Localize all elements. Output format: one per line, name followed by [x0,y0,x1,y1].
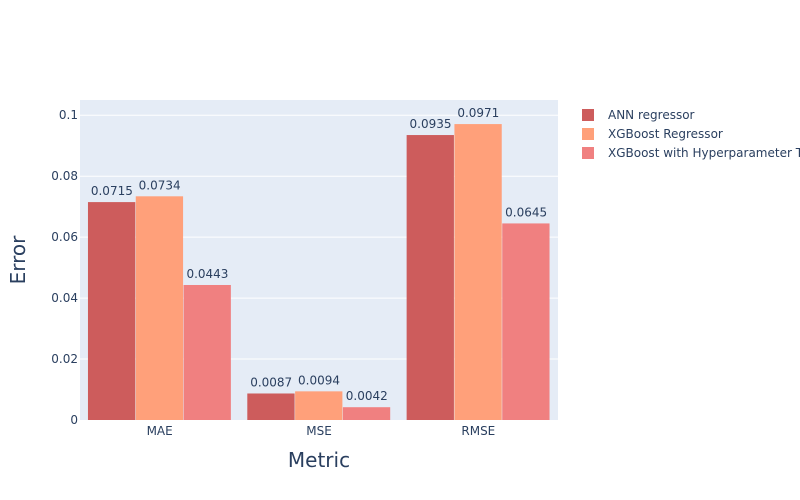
data-label: 0.0087 [250,375,292,389]
legend-label[interactable]: XGBoost Regressor [608,127,723,141]
y-axis-ticks: 0 0.02 0.04 0.06 0.08 0.1 [51,108,78,427]
bar[interactable] [183,284,231,420]
bars [87,124,550,421]
bar[interactable] [87,202,136,420]
data-label: 0.0734 [139,178,181,192]
y-tick-label: 0.06 [51,230,78,244]
data-label: 0.0042 [346,389,388,403]
bar[interactable] [454,124,502,421]
legend[interactable]: ANN regressor XGBoost Regressor XGBoost wi… [582,108,800,160]
y-tick-label: 0.02 [51,352,78,366]
legend-label[interactable]: ANN regressor [608,108,695,122]
x-tick-label: RMSE [461,424,495,438]
x-axis-title: Metric [288,448,350,472]
data-label: 0.0935 [410,117,452,131]
y-tick-label: 0.1 [59,108,78,122]
x-tick-label: MSE [306,424,332,438]
x-tick-label: MAE [147,424,173,438]
data-label: 0.0971 [457,106,499,120]
legend-swatch[interactable] [582,147,594,159]
data-label: 0.0094 [298,373,340,387]
bar[interactable] [406,135,454,421]
y-tick-label: 0.04 [51,291,78,305]
legend-swatch[interactable] [582,109,594,121]
bar[interactable] [247,393,295,420]
y-tick-label: 0.08 [51,169,78,183]
data-label: 0.0715 [91,184,133,198]
x-axis-ticks: MAE MSE RMSE [147,424,496,438]
bar[interactable] [502,223,550,420]
data-labels: 0.0715 0.0734 0.0443 0.0087 0.0094 0.0042 0.09… [91,106,547,403]
y-axis-title: Error [6,235,30,285]
bar[interactable] [295,391,343,420]
data-label: 0.0443 [186,267,228,281]
legend-swatch[interactable] [582,128,594,140]
legend-label[interactable]: XGBoost with Hyperparameter Tuning [608,146,800,160]
bar[interactable] [135,196,184,420]
data-label: 0.0645 [505,205,547,219]
bar[interactable] [342,407,391,420]
y-tick-label: 0 [70,413,78,427]
